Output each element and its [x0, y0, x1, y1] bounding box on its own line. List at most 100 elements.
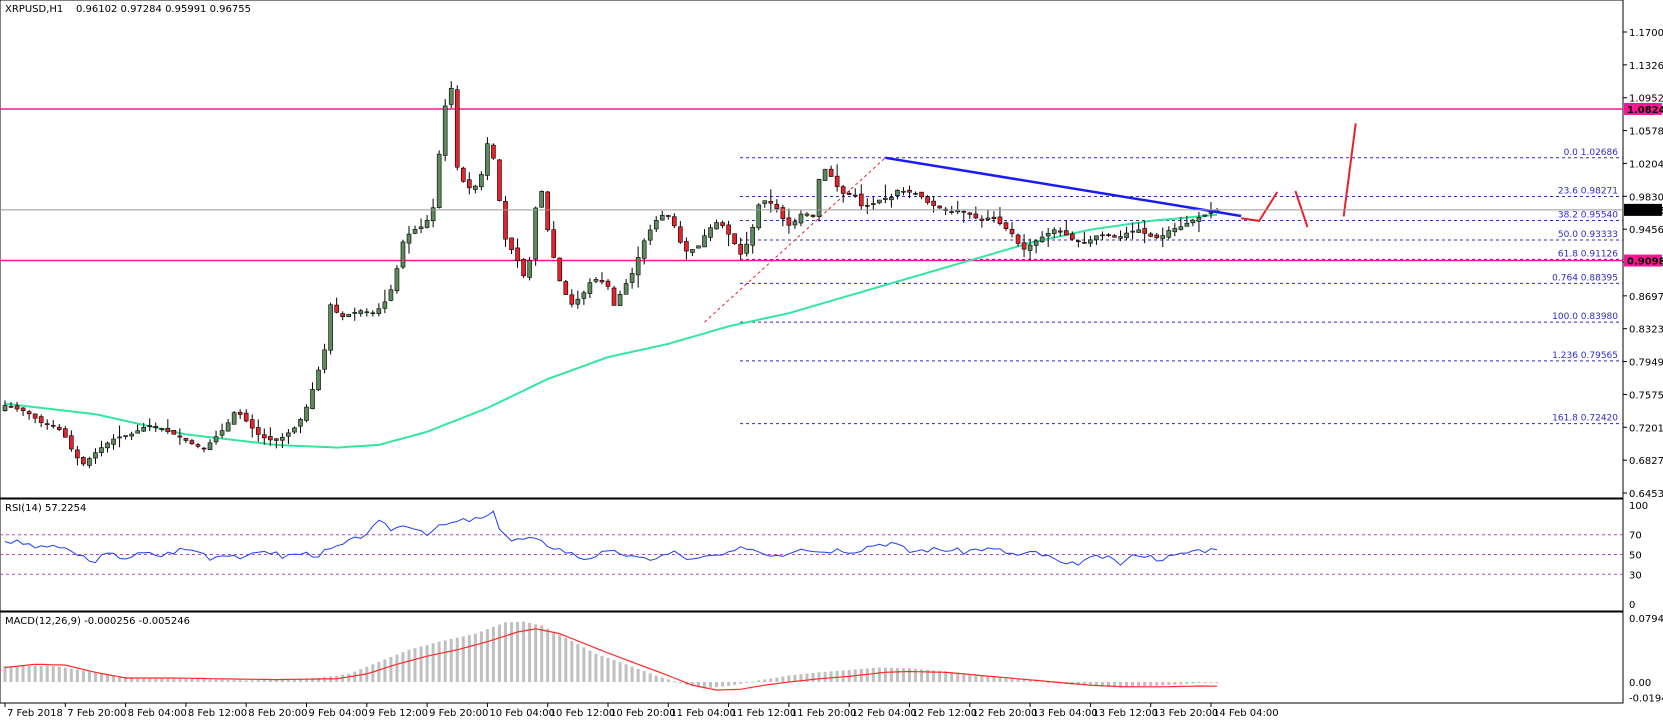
- macd-histogram-bar: [684, 682, 688, 686]
- macd-histogram-bar: [208, 679, 212, 682]
- macd-histogram-bar: [841, 670, 845, 682]
- macd-histogram-bar: [787, 675, 791, 682]
- candle-body: [1184, 222, 1190, 227]
- hline-price-badge-bg: [1624, 254, 1662, 267]
- candle-body: [322, 349, 327, 370]
- candle-body: [430, 207, 436, 222]
- macd-histogram-bar: [292, 678, 296, 682]
- macd-histogram-bar: [1094, 682, 1098, 687]
- rsi-line: [4, 510, 1218, 566]
- candle-body: [593, 279, 599, 282]
- candle-body: [497, 159, 502, 201]
- candle-body: [1003, 222, 1009, 230]
- candle-body: [714, 222, 719, 230]
- fib-swing-line: [704, 157, 886, 323]
- macd-histogram-bar: [124, 676, 128, 682]
- candle-body: [840, 186, 846, 194]
- macd-histogram-bar: [901, 668, 905, 682]
- macd-histogram-bar: [528, 622, 532, 682]
- macd-histogram-bar: [570, 640, 574, 682]
- macd-histogram-bar: [781, 676, 785, 682]
- candle-body: [1057, 230, 1063, 233]
- candle-body: [557, 257, 563, 282]
- chart-ohlc: 0.96102 0.97284 0.95991 0.96755: [76, 4, 251, 15]
- candle-body: [1070, 233, 1075, 240]
- candle-body: [310, 389, 315, 410]
- time-tick-label: 12 Feb 04:00: [851, 708, 917, 719]
- macd-histogram-bar: [558, 634, 562, 682]
- macd-tick-label: 0.079422: [1629, 614, 1663, 625]
- fib-level-label: 38.2 0.95540: [1558, 211, 1618, 221]
- macd-histogram-bar: [962, 673, 966, 682]
- fib-level-label: 0.0 1.02686: [1564, 148, 1619, 158]
- time-tick-label: 13 Feb 04:00: [1032, 708, 1098, 719]
- candle-body: [1166, 230, 1172, 238]
- time-tick-label: 10 Feb 20:00: [610, 708, 676, 719]
- candle-body: [822, 169, 828, 181]
- candle-body: [69, 435, 74, 450]
- time-tick-label: 9 Feb 12:00: [369, 708, 428, 719]
- candle-body: [473, 185, 478, 190]
- candle-body: [792, 221, 798, 226]
- candle-body: [1027, 244, 1033, 251]
- candle-body: [1039, 236, 1045, 243]
- candle-body: [1009, 228, 1015, 235]
- candle-body: [93, 452, 98, 459]
- macd-histogram-bar: [371, 664, 375, 682]
- candle-body: [1033, 240, 1039, 246]
- candle-body: [720, 222, 725, 226]
- candle-body: [864, 205, 870, 207]
- macd-histogram-bar: [1004, 677, 1008, 682]
- macd-histogram-bar: [238, 680, 242, 682]
- candle-body: [575, 298, 581, 305]
- macd-histogram-bar: [437, 641, 441, 682]
- candle-body: [611, 287, 617, 306]
- candle-body: [165, 427, 171, 432]
- macd-histogram-bar: [1155, 682, 1159, 686]
- macd-histogram-bar: [510, 622, 514, 682]
- candle-body: [1094, 235, 1099, 241]
- candle-body: [949, 211, 955, 213]
- macd-histogram-bar: [280, 679, 284, 682]
- time-tick-label: 10 Feb 04:00: [489, 708, 555, 719]
- macd-histogram-bar: [702, 682, 706, 689]
- candle-body: [732, 233, 737, 244]
- macd-histogram-bar: [443, 640, 447, 682]
- candle-body: [171, 430, 177, 435]
- macd-histogram-bar: [678, 682, 682, 684]
- candle-body: [243, 412, 249, 422]
- macd-histogram-bar: [594, 653, 598, 682]
- macd-histogram-bar: [835, 670, 839, 682]
- price-tick-label: 1.05780: [1629, 127, 1663, 138]
- macd-histogram-bar: [1215, 682, 1219, 683]
- hline-price-badge: 1.08242: [1627, 105, 1663, 116]
- macd-histogram-bar: [1113, 682, 1117, 688]
- macd-histogram-bar: [39, 665, 43, 682]
- candle-body: [1202, 214, 1208, 217]
- candle-body: [316, 369, 321, 391]
- macd-histogram-bar: [485, 629, 489, 682]
- candle-body: [334, 304, 339, 313]
- macd-histogram-bar: [727, 682, 731, 687]
- macd-histogram-bar: [148, 678, 152, 682]
- macd-histogram-bar: [648, 673, 652, 682]
- candle-body: [460, 167, 466, 182]
- macd-histogram-bar: [45, 665, 49, 682]
- candle-body: [1082, 242, 1087, 244]
- candle-body: [123, 435, 128, 437]
- macd-histogram-bar: [612, 660, 616, 682]
- time-tick-label: 8 Feb 12:00: [188, 708, 247, 719]
- macd-histogram-bar: [395, 654, 399, 682]
- candle-body: [961, 210, 967, 213]
- macd-histogram-bar: [883, 667, 887, 682]
- price-panel: [0, 0, 1624, 499]
- macd-histogram-bar: [1203, 682, 1207, 683]
- candle-body: [563, 281, 569, 295]
- macd-histogram-bar: [546, 628, 550, 682]
- candle-body: [738, 243, 743, 255]
- macd-histogram-bar: [1185, 682, 1189, 684]
- macd-histogram-bar: [823, 671, 827, 682]
- candle-body: [346, 313, 352, 318]
